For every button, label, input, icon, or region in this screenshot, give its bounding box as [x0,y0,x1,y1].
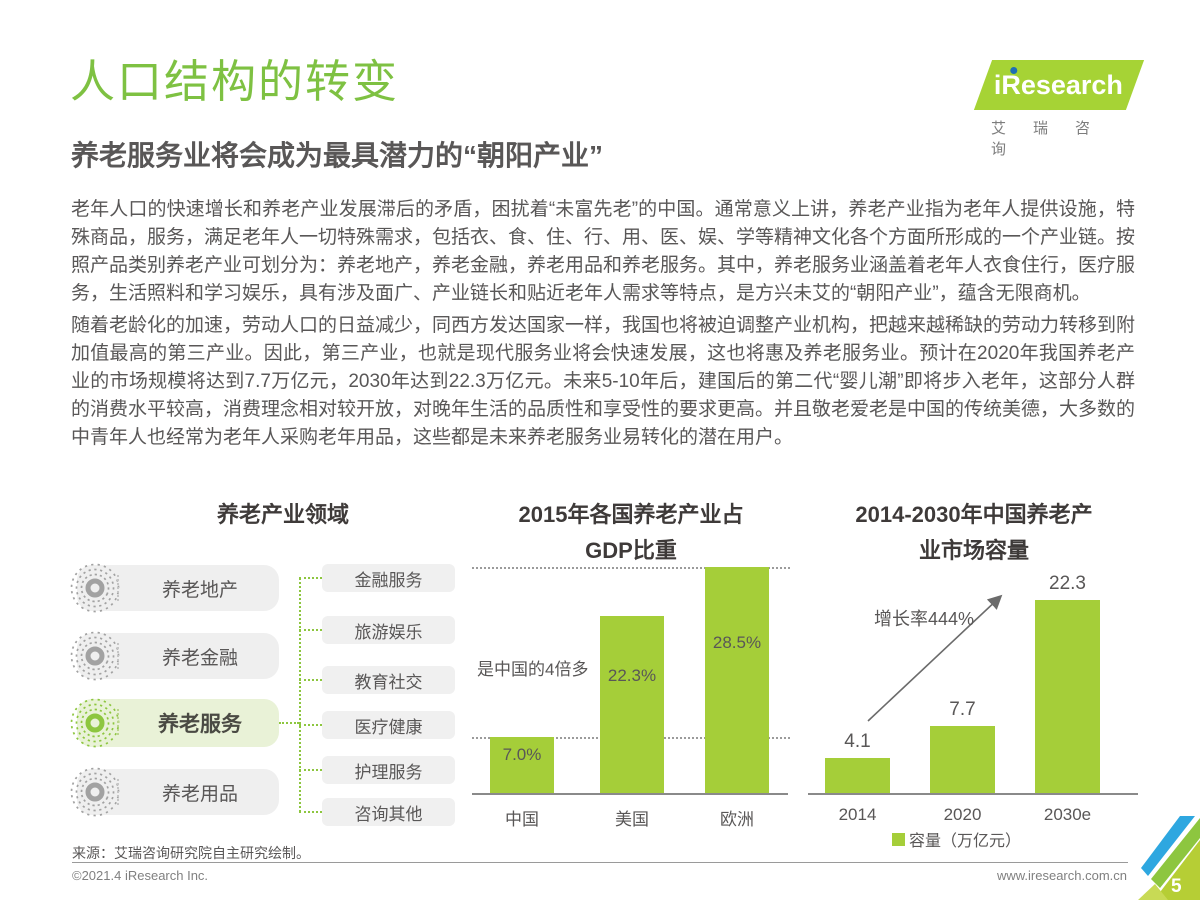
connector-stub [299,629,322,631]
subcategory-pill-2: 旅游娱乐 [322,616,455,644]
chart-legend: 容量（万亿元） [892,827,1021,851]
pill-divider [117,779,119,805]
growth-arrow-icon [867,594,1003,722]
category-label: 养老服务 [158,713,242,736]
page-title: 人口结构的转变 [70,56,400,107]
connector-stub [299,811,322,813]
paragraph-2: 随着老龄化的加速，劳动人口的日益减少，同西方发达国家一样，我国也将被迫调整产业机… [71,315,1136,448]
bar-value-label: 22.3% [607,666,657,685]
x-axis-label: 2014 [838,805,877,824]
category-pill-4: 养老用品 [70,767,279,817]
paragraph-1: 老年人口的快速增长和养老产业发展滞后的矛盾，困扰着“未富先老”的中国。通常意义上… [71,199,1136,304]
bar-value-label: 7.7 [949,699,976,720]
bar-value-label: 28.5% [712,633,762,652]
legend-label: 容量（万亿元） [909,833,1022,850]
x-axis-label: 2030e [1043,805,1092,824]
x-axis-label: 美国 [615,810,649,829]
page-number: 5 [1171,876,1182,897]
category-label: 养老金融 [161,647,238,669]
x-axis-label: 2020 [943,805,982,824]
subcategory-pill-1: 金融服务 [322,564,455,592]
connector-stub-main [279,722,299,724]
connector-stub [299,577,322,579]
category-label: 养老用品 [161,783,238,805]
source-note: 来源：艾瑞咨询研究院自主研究绘制。 [72,845,310,861]
subcategory-pill-3: 教育社交 [322,666,455,694]
category-label: 养老地产 [161,579,238,601]
spiral-rings-icon [70,767,120,817]
bar-美国 [600,616,664,793]
diagram-title: 养老产业领域 [216,502,349,527]
logo-i-dot-icon [1010,67,1018,74]
spiral-rings-icon [70,631,120,681]
pill-divider [117,709,119,735]
logo-chinese-name: 艾瑞咨询 [991,120,1118,158]
website-text: www.iresearch.com.cn [996,868,1127,883]
market-size-chart: 2014-2030年中国养老产 业市场容量 增长率444% 4.1 2014 7.7… [808,495,1140,850]
chart-title: 2015年各国养老产业占 GDP比重 [518,502,744,563]
pill-divider [117,575,119,601]
x-axis-label: 中国 [505,810,539,829]
bar-2014 [825,758,890,793]
bar-中国 [490,737,554,793]
x-axis-line [472,793,788,795]
pill-divider [117,643,119,669]
bar-value-label: 7.0% [502,745,542,764]
logo-wordmark: iResearch [994,69,1124,100]
category-pill-3: 养老服务 [70,698,279,748]
chart-plot: 7.0% 中国 22.3% 美国 28.5% 欧洲 [472,495,790,847]
bar-欧洲 [705,567,769,793]
reference-dashed-line [472,567,790,569]
bar-2030e [1035,600,1100,793]
spiral-rings-icon [70,563,120,613]
connector-stub [299,724,322,726]
x-axis-label: 欧洲 [720,810,754,829]
industry-sectors-diagram: 养老产业领域 养老地产养老金融养老服务养老用品 金融服务旅游娱乐教育社交医疗健康护… [60,495,506,847]
body-text: 老年人口的快速增长和养老产业发展滞后的矛盾，困扰着“未富先老”的中国。通常意义上… [71,196,1135,456]
subcategory-pill-4: 医疗健康 [322,711,455,739]
legend-swatch-icon [892,832,905,846]
copyright-text: ©2021.4 iResearch Inc. [72,868,209,883]
connector-stub [299,769,322,771]
chart-annotation: 增长率444% [873,609,975,629]
chart-plot: 4.1 2014 7.7 2020 22.3 2030e [808,495,1140,847]
spiral-rings-icon [70,698,120,748]
corner-triangles-icon: 5 [1138,816,1200,900]
section-subtitle: 养老服务业将会成为最具潜力的“朝阳产业” [71,140,604,171]
bar-value-label: 22.3 [1049,573,1086,594]
connector-vertical-line [299,578,301,812]
footer-divider [72,862,1128,863]
connector-stub [299,679,322,681]
bar-2020 [930,726,995,793]
chart-title: 2014-2030年中国养老产 业市场容量 [855,502,1093,563]
chart-annotation: 是中国的4倍多 [477,660,589,679]
bar-value-label: 4.1 [844,731,871,752]
category-pill-1: 养老地产 [70,563,279,613]
iresearch-logo: iResearch 艾瑞咨询 [973,60,1145,159]
gdp-share-chart: 2015年各国养老产业占 GDP比重 是中国的4倍多 7.0% 中国 22.3% 美国… [472,495,790,847]
logo-band: iResearch [973,60,1145,110]
x-axis-line [808,793,1138,795]
category-pill-2: 养老金融 [70,631,279,681]
subcategory-pill-5: 护理服务 [322,756,455,784]
subcategory-pill-6: 咨询其他 [322,798,455,826]
